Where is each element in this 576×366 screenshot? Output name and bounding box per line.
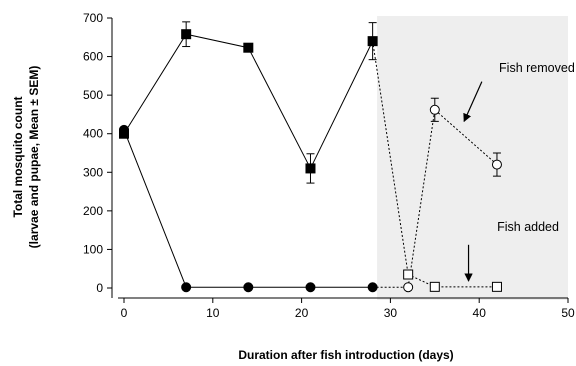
y-axis-label-line2: (larvae and pupae, Mean ± SEM) bbox=[27, 66, 41, 249]
series-connector bbox=[372, 41, 409, 275]
y-tick-label: 200 bbox=[83, 204, 103, 218]
x-tick-label: 40 bbox=[473, 306, 487, 320]
x-tick-label: 50 bbox=[561, 306, 575, 320]
annotation-label: Fish removed bbox=[499, 61, 575, 75]
y-axis-label-line1: Total mosquito count bbox=[11, 96, 25, 217]
data-point-square bbox=[243, 42, 254, 53]
data-point-square bbox=[429, 281, 440, 292]
data-point-circle bbox=[243, 282, 254, 293]
data-point-square bbox=[305, 163, 316, 174]
data-point-square bbox=[367, 36, 378, 47]
series-line-0 bbox=[123, 33, 374, 170]
y-tick-label: 100 bbox=[83, 242, 103, 256]
data-point-circle bbox=[119, 124, 129, 135]
data-point-circle bbox=[305, 282, 316, 293]
data-point-circle bbox=[429, 104, 440, 115]
annotation-label: Fish added bbox=[497, 220, 559, 234]
annotation-arrow bbox=[463, 81, 483, 123]
shaded-region bbox=[377, 16, 568, 300]
data-point-circle bbox=[491, 159, 502, 170]
data-point-square bbox=[491, 281, 502, 292]
x-tick-label: 10 bbox=[206, 306, 220, 320]
x-tick-label: 30 bbox=[384, 306, 398, 320]
y-tick-label: 600 bbox=[83, 50, 103, 64]
y-tick-label: 300 bbox=[83, 165, 103, 179]
data-point-circle bbox=[181, 282, 192, 293]
y-tick-label: 500 bbox=[83, 88, 103, 102]
data-point-circle bbox=[403, 282, 414, 293]
y-tick-label: 0 bbox=[96, 281, 103, 295]
data-point-square bbox=[403, 269, 414, 280]
data-point-circle bbox=[367, 282, 378, 293]
y-tick-label: 400 bbox=[83, 127, 103, 141]
x-axis-label: Duration after fish introduction (days) bbox=[238, 348, 453, 362]
x-tick-label: 0 bbox=[121, 306, 128, 320]
x-tick-label: 20 bbox=[295, 306, 309, 320]
data-point-square bbox=[181, 29, 192, 40]
series-line-2 bbox=[123, 129, 373, 288]
y-tick-label: 700 bbox=[83, 11, 103, 25]
